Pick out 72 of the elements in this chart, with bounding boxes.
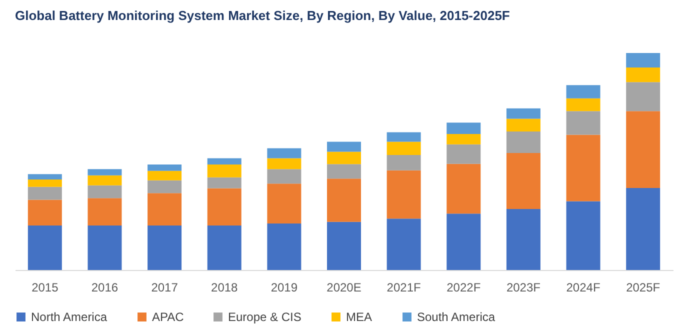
x-tick-label: 2025F — [626, 280, 660, 294]
bar — [566, 134, 600, 202]
bar — [506, 118, 540, 132]
bar — [28, 186, 62, 200]
bar — [386, 218, 421, 270]
x-tick-label: 2017 — [151, 280, 178, 294]
x-tick-label: 2021F — [386, 280, 421, 294]
x-tick-label: 2015 — [32, 280, 59, 294]
bar — [327, 152, 361, 164]
legend-label: MEA — [346, 310, 372, 324]
legend-label: APAC — [152, 310, 184, 324]
bar — [506, 209, 540, 270]
bar — [626, 188, 660, 270]
bar — [386, 154, 421, 170]
bar — [88, 185, 122, 198]
bar — [566, 111, 600, 135]
bar — [626, 82, 660, 112]
bar — [386, 132, 421, 142]
bar — [207, 177, 242, 188]
bar — [267, 169, 302, 184]
bar — [267, 148, 302, 158]
bar — [626, 111, 660, 188]
bar — [88, 175, 122, 186]
bar — [207, 226, 242, 270]
bar — [506, 108, 540, 119]
bar — [626, 68, 660, 82]
bar — [446, 214, 481, 270]
bar — [446, 144, 481, 164]
x-tick-label: 2024F — [566, 280, 600, 294]
chart-title: Global Battery Monitoring System Market Size, By Region, By Value, 2015-2025F — [15, 8, 510, 23]
x-tick-label: 2023F — [506, 280, 540, 294]
x-tick-label: 2020E — [326, 280, 362, 294]
bar — [207, 188, 242, 226]
bar — [566, 201, 600, 270]
bar — [267, 184, 302, 224]
bar — [148, 180, 182, 194]
bar — [28, 200, 62, 226]
bar — [148, 193, 182, 226]
bar — [327, 222, 361, 270]
bar — [88, 169, 122, 176]
bar — [148, 164, 182, 171]
x-tick-label: 2019 — [270, 280, 298, 294]
bar — [267, 224, 302, 270]
bar — [566, 85, 600, 98]
bar — [506, 132, 540, 154]
legend-label: South America — [417, 310, 496, 324]
bar — [28, 226, 62, 270]
bar — [626, 53, 660, 68]
bar — [207, 164, 242, 178]
bar — [148, 170, 182, 180]
bar — [446, 134, 481, 144]
bar — [327, 142, 361, 152]
bar — [148, 226, 182, 270]
bar — [386, 142, 421, 155]
bar — [88, 226, 122, 270]
bar — [327, 164, 361, 179]
bar — [386, 170, 421, 219]
legend-label: Europe & CIS — [228, 310, 302, 324]
bar — [28, 180, 62, 187]
x-tick-label: 2022F — [446, 280, 481, 294]
bar — [327, 178, 361, 222]
bar — [207, 158, 242, 165]
bar — [506, 153, 540, 210]
bar — [88, 198, 122, 226]
bar — [28, 174, 62, 180]
bar — [446, 122, 481, 134]
legend-label: North America — [31, 310, 108, 324]
x-tick-label: 2018 — [211, 280, 238, 294]
bar — [446, 164, 481, 214]
x-tick-label: 2016 — [91, 280, 118, 294]
bar — [566, 98, 600, 112]
bar — [267, 158, 302, 170]
